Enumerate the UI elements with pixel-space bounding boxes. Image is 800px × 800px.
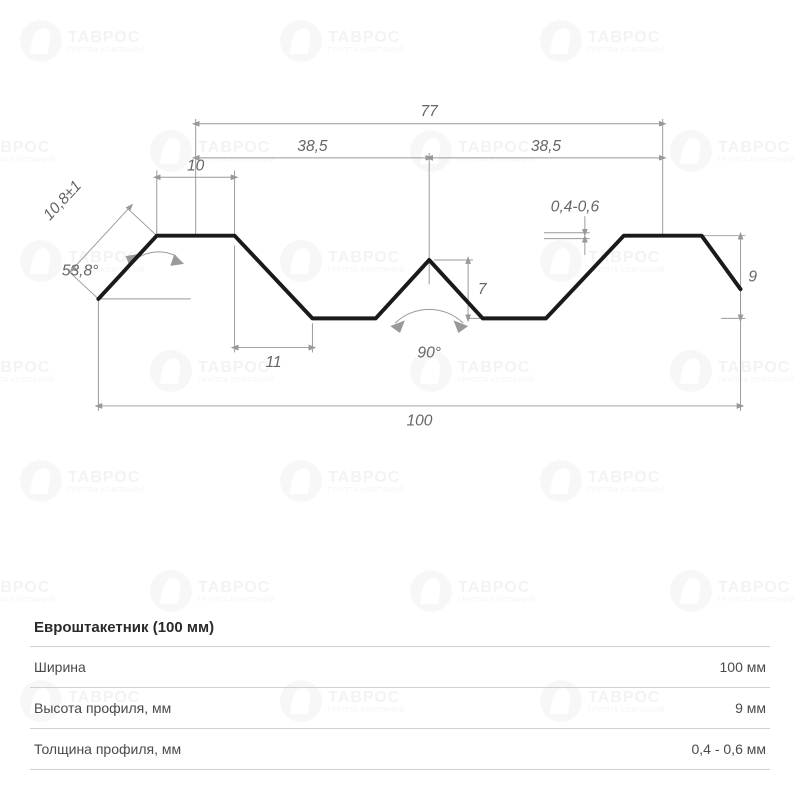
spec-value: 100 мм [720, 659, 767, 675]
dim-peak-height: 7 [478, 281, 488, 298]
dim-center-angle: 90° [417, 344, 441, 361]
dim-half-left: 38,5 [297, 138, 328, 155]
technical-diagram: 77 38,5 38,5 10 100 11 7 0,4-0,6 9 10,8±… [40, 60, 760, 460]
watermark: ТАВРОСГРУППА КОМПАНИЙ [20, 460, 145, 502]
dim-overall: 100 [406, 412, 432, 429]
watermark: ТАВРОСГРУППА КОМПАНИЙ [150, 570, 275, 612]
watermark: ТАВРОСГРУППА КОМПАНИЙ [540, 460, 665, 502]
spec-row: Высота профиля, мм 9 мм [30, 688, 770, 729]
spec-row: Ширина 100 мм [30, 647, 770, 688]
watermark: ТАВРОСГРУППА КОМПАНИЙ [540, 20, 665, 62]
watermark: ТАВРОСГРУППА КОМПАНИЙ [410, 570, 535, 612]
dim-right-height: 9 [748, 268, 757, 285]
spec-label: Высота профиля, мм [34, 700, 171, 716]
spec-label: Ширина [34, 659, 86, 675]
dim-left-angle: 53,8° [62, 263, 98, 280]
profile-svg: 77 38,5 38,5 10 100 11 7 0,4-0,6 9 10,8±… [40, 60, 760, 460]
spec-label: Толщина профиля, мм [34, 741, 181, 757]
dim-top-flat: 10 [187, 157, 205, 174]
dim-bottom-offset: 11 [265, 354, 281, 371]
profile-path [98, 236, 740, 319]
spec-value: 9 мм [735, 700, 766, 716]
watermark: ТАВРОСГРУППА КОМПАНИЙ [670, 570, 795, 612]
dim-left-edge: 10,8±1 [40, 178, 85, 224]
spec-table: Евроштакетник (100 мм) Ширина 100 мм Высот… [30, 609, 770, 770]
watermark: ТАВРОСГРУППА КОМПАНИЙ [0, 570, 55, 612]
spec-title: Евроштакетник (100 мм) [30, 609, 770, 647]
dim-half-right: 38,5 [531, 138, 562, 155]
watermark: ТАВРОСГРУППА КОМПАНИЙ [280, 20, 405, 62]
dim-top-span: 77 [421, 103, 440, 120]
watermark: ТАВРОСГРУППА КОМПАНИЙ [280, 460, 405, 502]
spec-row: Толщина профиля, мм 0,4 - 0,6 мм [30, 729, 770, 770]
dim-thickness: 0,4-0,6 [551, 198, 600, 215]
watermark: ТАВРОСГРУППА КОМПАНИЙ [20, 20, 145, 62]
spec-value: 0,4 - 0,6 мм [691, 741, 766, 757]
